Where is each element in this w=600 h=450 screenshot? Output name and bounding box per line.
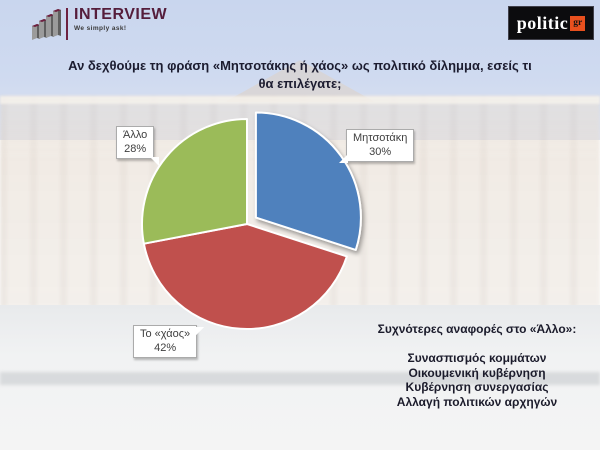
callout-chaos-percent: 42% [154, 341, 177, 354]
callout-allo-percent: 28% [124, 142, 147, 155]
callout-mitsotaki-label: Μητσοτάκη [353, 132, 408, 144]
pie-slice-0 [254, 111, 362, 251]
callout-chaos-label: Το «χάος» [140, 328, 191, 340]
notes-item: Κυβέρνηση συνεργασίας [405, 380, 549, 394]
notes-item: Συνασπισμός κομμάτων [407, 351, 547, 365]
callout-allo-label: Άλλο [123, 129, 148, 141]
callout-mitsotaki-pointer [339, 154, 348, 163]
pie-slice-1 [142, 223, 348, 330]
notes-heading: Συχνότερες αναφορές στο «Άλλο»: [377, 322, 577, 336]
politic-logo: politic gr [508, 6, 594, 40]
plaza-wall-backdrop [0, 372, 600, 385]
notes-block: Συχνότερες αναφορές στο «Άλλο»: Συνασπισ… [368, 322, 586, 409]
interview-logo-tagline: We simply ask! [74, 25, 127, 32]
chart-title: Αν δεχθούμε τη φράση «Μητσοτάκης ή χάος»… [68, 58, 532, 91]
interview-logo: INTERVIEW We simply ask! [30, 6, 167, 42]
pie-slice-2 [141, 118, 248, 245]
politic-logo-name: politic [516, 13, 569, 33]
callout-mitsotaki: Μητσοτάκη 30% [339, 129, 415, 163]
callout-allo: Άλλο 28% [116, 126, 159, 166]
politic-logo-gr-badge: gr [570, 15, 586, 31]
notes-item: Αλλαγή πολιτικών αρχηγών [396, 394, 558, 409]
callout-allo-pointer [150, 157, 159, 166]
parliament-cornice-backdrop [0, 96, 600, 104]
bar-chart-icon [32, 9, 61, 40]
interview-logo-name: INTERVIEW [74, 6, 168, 23]
callout-mitsotaki-percent: 30% [369, 145, 392, 158]
notes-item: Οικουμενική κυβέρνηση [408, 365, 546, 380]
logo-divider [66, 8, 68, 40]
callout-chaos-pointer [195, 327, 205, 336]
callout-chaos: Το «χάος» 42% [133, 325, 205, 358]
